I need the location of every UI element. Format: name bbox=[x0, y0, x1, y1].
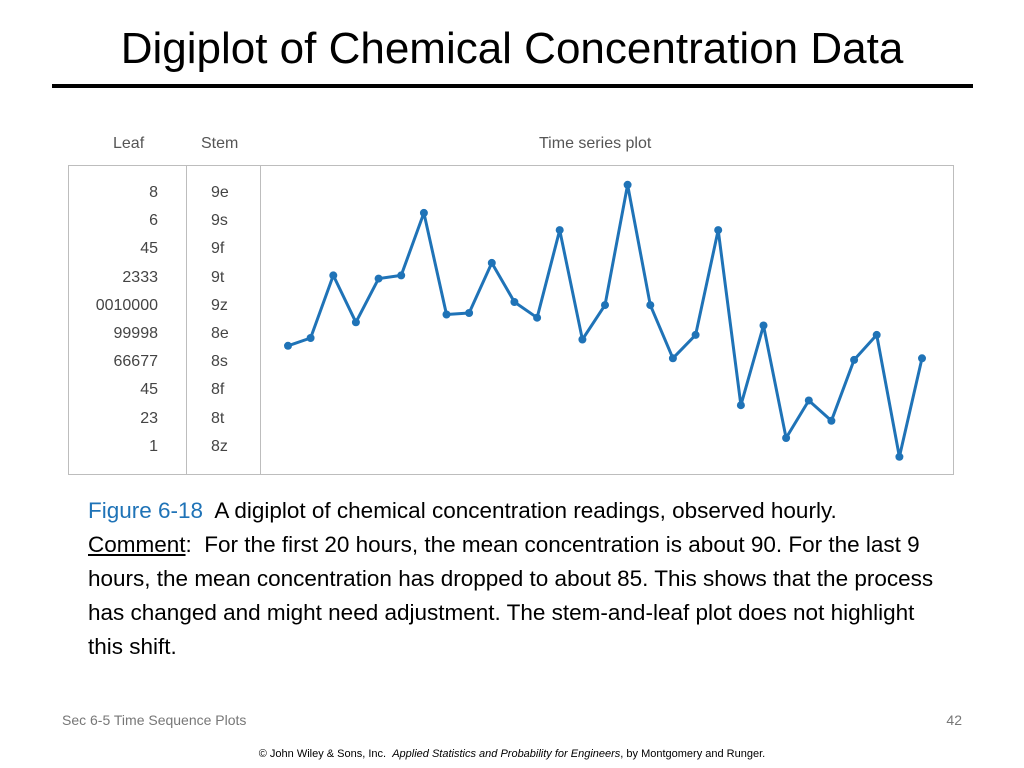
data-point bbox=[668, 354, 677, 363]
stem-leaf-row: 45 9f bbox=[70, 240, 255, 260]
data-point bbox=[442, 310, 451, 319]
stem-leaf-row: 0010000 9z bbox=[70, 297, 255, 317]
data-point bbox=[827, 416, 836, 425]
stem-value: 8f bbox=[211, 381, 225, 399]
figure-label: Figure 6-18 bbox=[88, 498, 204, 523]
stem-leaf-row: 99998 8e bbox=[70, 325, 255, 345]
page-number: 42 bbox=[946, 712, 962, 728]
stem-leaf-row: 45 8f bbox=[70, 381, 255, 401]
leaf-value: 99998 bbox=[113, 325, 159, 342]
data-point bbox=[465, 309, 474, 317]
leaf-value: 2333 bbox=[122, 268, 158, 286]
stem-value: 9f bbox=[211, 240, 225, 258]
data-point bbox=[555, 226, 564, 235]
copyright-notice: © John Wiley & Sons, Inc. Applied Statis… bbox=[0, 748, 1024, 760]
stem-value: 9t bbox=[211, 268, 225, 286]
data-point bbox=[397, 271, 406, 280]
data-point bbox=[850, 355, 859, 364]
stem-value: 9s bbox=[211, 212, 228, 230]
stem-value: 8e bbox=[211, 325, 229, 342]
stem-value: 8s bbox=[211, 353, 228, 371]
slide-title: Digiplot of Chemical Concentration Data bbox=[120, 24, 904, 73]
data-point bbox=[510, 298, 519, 306]
stem-value: 8t bbox=[211, 409, 225, 427]
data-point bbox=[351, 318, 360, 327]
stem-value: 9z bbox=[211, 296, 228, 314]
series-line bbox=[287, 183, 924, 459]
leaf-value: 8 bbox=[149, 184, 158, 201]
data-point bbox=[374, 274, 383, 283]
data-point bbox=[306, 334, 315, 342]
leaf-value: 6 bbox=[149, 212, 158, 230]
stem-leaf-row: 1 8z bbox=[70, 438, 255, 458]
leaf-value: 1 bbox=[149, 437, 158, 455]
data-point bbox=[601, 301, 609, 310]
stem-plot-divider bbox=[260, 166, 261, 474]
data-point bbox=[759, 321, 768, 330]
data-point bbox=[782, 434, 791, 442]
stem-leaf-row: 23 8t bbox=[70, 410, 255, 430]
data-point bbox=[646, 301, 655, 310]
copyright-prefix: © John Wiley & Sons, Inc. bbox=[258, 748, 387, 760]
leaf-value: 23 bbox=[140, 409, 158, 427]
leaf-value: 45 bbox=[140, 240, 158, 258]
stem-leaf-row: 66677 8s bbox=[70, 353, 255, 373]
caption-body: For the first 20 hours, the mean concent… bbox=[88, 532, 934, 659]
stem-leaf-row: 8 9e bbox=[70, 184, 255, 204]
data-point bbox=[691, 330, 700, 339]
stem-value: 9e bbox=[211, 184, 229, 201]
comment-label: Comment bbox=[88, 532, 186, 557]
data-point bbox=[419, 208, 428, 217]
data-point bbox=[895, 452, 904, 461]
stem-leaf-row: 6 9s bbox=[70, 212, 255, 232]
data-point bbox=[714, 226, 723, 235]
figure-caption: Figure 6-18 A digiplot of chemical conce… bbox=[88, 498, 934, 659]
plot-frame bbox=[68, 165, 954, 475]
footer-section-label: Sec 6-5 Time Sequence Plots bbox=[62, 712, 247, 728]
time-series-column-header: Time series plot bbox=[539, 135, 652, 152]
data-point bbox=[918, 354, 926, 363]
leaf-stem-divider bbox=[186, 166, 187, 474]
leaf-column-header: Leaf bbox=[113, 135, 145, 152]
data-point bbox=[284, 341, 292, 350]
title-underline bbox=[52, 84, 973, 88]
leaf-value: 0010000 bbox=[95, 296, 158, 314]
data-point bbox=[736, 401, 745, 410]
stem-column-header: Stem bbox=[201, 135, 239, 152]
data-point bbox=[533, 313, 542, 322]
copyright-suffix: , by Montgomery and Runger. bbox=[620, 748, 766, 760]
copyright-book-title: Applied Statistics and Probability for E… bbox=[392, 748, 621, 760]
stem-leaf-row: 2333 9t bbox=[70, 269, 255, 289]
caption-lead: A digiplot of chemical concentration rea… bbox=[214, 498, 837, 523]
data-point bbox=[623, 180, 632, 189]
stem-value: 8z bbox=[211, 437, 228, 455]
data-point bbox=[872, 330, 881, 339]
data-point bbox=[329, 271, 338, 280]
time-series-plot bbox=[284, 180, 926, 461]
data-point bbox=[578, 335, 587, 344]
data-point bbox=[804, 396, 813, 405]
leaf-value: 45 bbox=[140, 381, 158, 399]
data-point bbox=[487, 258, 496, 267]
leaf-value: 66677 bbox=[113, 353, 159, 371]
